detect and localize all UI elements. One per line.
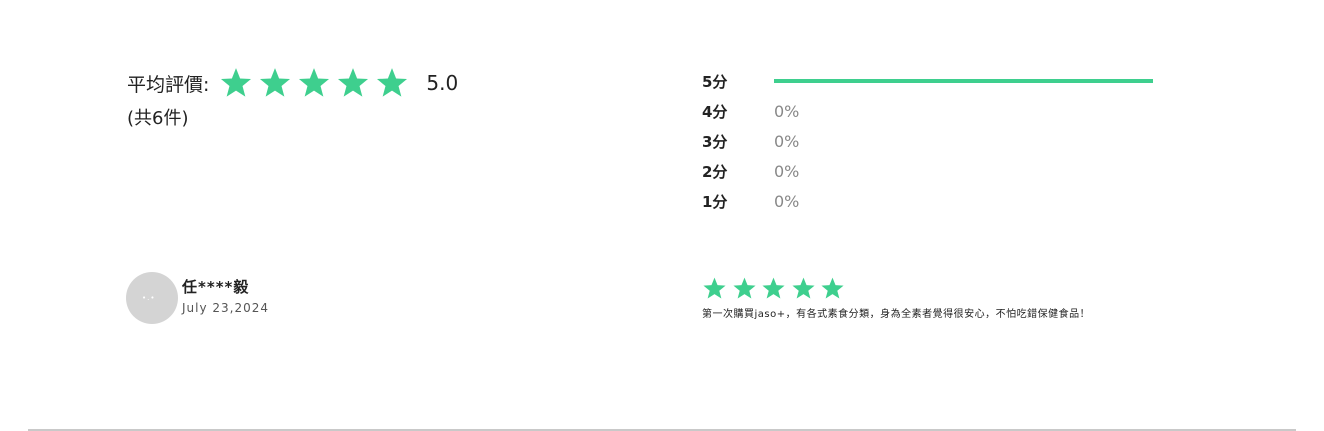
average-rating-value: 5.0 [426, 71, 459, 95]
distribution-label: 1分 [702, 192, 728, 211]
distribution-percent: 0% [774, 161, 800, 181]
distribution-bar [774, 79, 1153, 83]
distribution-row-2[interactable]: 2分 0% [702, 156, 1153, 186]
star-icon [221, 68, 252, 97]
star-icon [299, 68, 330, 97]
distribution-row-3[interactable]: 3分 0% [702, 126, 1153, 156]
review-content: 第一次購買jaso+，有各式素食分類，身為全素者覺得很安心，不怕吃錯保健食品！ [702, 276, 1090, 320]
reviewer-name: 任****毅 [182, 277, 250, 296]
star-icon [821, 277, 844, 299]
star-icon [377, 68, 408, 97]
review-count: (共6件) [127, 108, 189, 129]
reviewer-info: 任****毅 July 23,2024 [182, 276, 269, 315]
avatar-face-icon: •.• [142, 294, 156, 302]
star-icon [791, 277, 815, 299]
average-stars [219, 66, 414, 100]
rating-summary: 平均評價: 5.0 (共6件) [127, 64, 458, 130]
average-rating-row: 平均評價: 5.0 [127, 64, 458, 102]
average-rating-label: 平均評價: [127, 73, 210, 96]
distribution-label: 5分 [702, 72, 728, 91]
star-icon [338, 68, 369, 97]
distribution-label: 2分 [702, 162, 728, 181]
distribution-label: 4分 [702, 102, 728, 121]
star-icon [703, 277, 726, 299]
distribution-percent: 0% [774, 131, 800, 151]
distribution-row-4[interactable]: 4分 0% [702, 96, 1153, 126]
star-icon [260, 68, 291, 97]
review-author: •.• 任****毅 July 23,2024 [126, 272, 269, 324]
star-icon [762, 277, 785, 299]
rating-distribution: 5分 4分 0% 3分 0% 2分 0% 1分 0% [702, 66, 1153, 216]
distribution-row-1[interactable]: 1分 0% [702, 186, 1153, 216]
distribution-label: 3分 [702, 132, 728, 151]
review-date: July 23,2024 [182, 300, 270, 315]
distribution-row-5[interactable]: 5分 [702, 66, 1153, 96]
distribution-percent: 0% [774, 191, 800, 211]
star-icon [732, 277, 756, 299]
review-text: 第一次購買jaso+，有各式素食分類，身為全素者覺得很安心，不怕吃錯保健食品！ [702, 309, 1091, 320]
section-divider [28, 429, 1296, 431]
avatar: •.• [126, 272, 178, 324]
review-stars [702, 276, 1090, 301]
distribution-percent: 0% [774, 101, 800, 121]
